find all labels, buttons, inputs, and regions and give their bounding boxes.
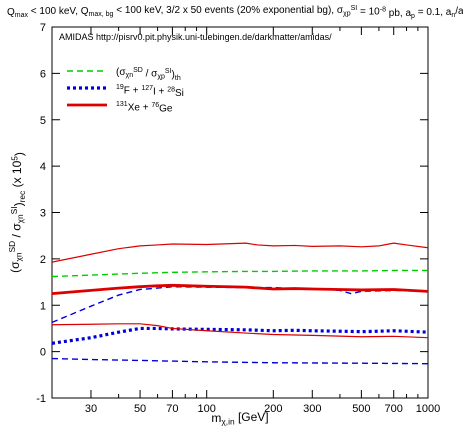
y-tick-label: 1 (40, 300, 46, 312)
x-tick-label: 30 (85, 403, 97, 415)
x-tick-label: 700 (385, 403, 403, 415)
series-line-1-theory (51, 269, 428, 278)
legend-label-2: 19F + 127I + 28Si (116, 84, 184, 99)
series-layer (51, 242, 429, 365)
series-line-4-lower-bound (51, 357, 429, 365)
y-tick-label: 3 (40, 208, 46, 220)
x-tick-label: 1000 (416, 403, 440, 415)
legend: (σχnSD / σχpSI)th 19F + 127I + 28Si 131Xe … (67, 67, 184, 115)
y-tick-label: 5 (40, 115, 46, 127)
x-tick-label: 70 (166, 403, 178, 415)
plot-frame-layer (51, 26, 429, 399)
x-axis-title: mχ,in [GeV] (211, 410, 268, 427)
x-tick-label: 100 (198, 403, 216, 415)
legend-label-1: (σχnSD / σχpSI)th (116, 67, 181, 82)
series-line-2-median (51, 326, 429, 345)
y-tick-label: 2 (40, 254, 46, 266)
series-line-5-median (51, 283, 429, 296)
plot-frame (51, 26, 429, 399)
series-line-7-lower-bound (51, 323, 429, 339)
y-axis-title: (σχnSD / σχnSI)rec (x 105) (7, 152, 27, 273)
x-tick-label: 300 (303, 403, 321, 415)
y-tick-label: 7 (40, 22, 46, 34)
y-tick-label: 4 (40, 161, 46, 173)
tick-layer (51, 26, 429, 399)
x-tick-label: 200 (264, 403, 282, 415)
chart-title: Qmax < 100 keV, Qmax, bg < 100 keV, 3/2 … (7, 5, 463, 20)
series-line-6-upper-bound (51, 242, 429, 263)
y-tick-label: -1 (36, 393, 46, 405)
text-layer: 30 50 70 100 200 300 500 700 1000 -1 0 1 2 3 4 5 6 7 Qmax … (7, 5, 463, 426)
x-tick-label: 50 (134, 403, 146, 415)
annotation-text: AMIDAS http://pisrv0.pit.physik.uni-tueb… (59, 32, 332, 42)
legend-label-5: 131Xe + 76Ge (116, 101, 173, 115)
x-tick-label: 500 (352, 403, 370, 415)
y-tick-label: 6 (40, 68, 46, 80)
y-tick-label: 0 (40, 347, 46, 359)
series-line-3-upper-bound (51, 286, 429, 324)
